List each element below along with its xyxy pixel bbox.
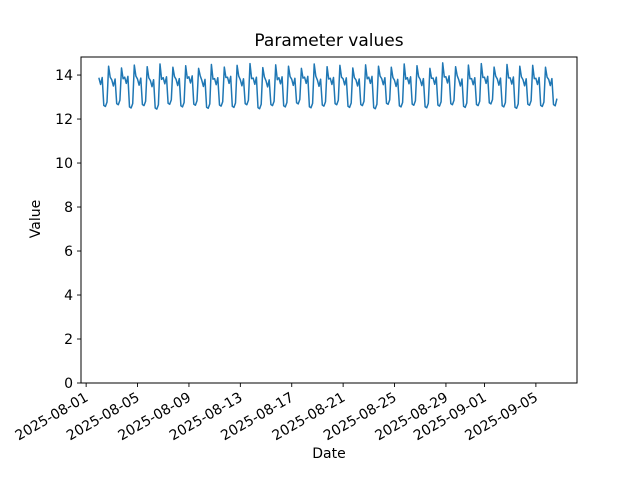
y-tick-label: 10 [55,156,73,172]
y-tick-label: 14 [55,68,73,84]
y-tick-label: 6 [64,244,73,260]
y-tick-label: 4 [64,288,73,304]
x-axis-label: Date [312,446,346,462]
y-tick-label: 8 [64,200,73,216]
y-tick-label: 0 [64,376,73,392]
y-tick-label: 12 [55,112,73,128]
chart-title: Parameter values [254,31,404,51]
y-tick-label: 2 [64,332,73,348]
y-axis-label: Value [28,199,44,239]
axes-spines [80,56,578,384]
series-line-parameter-values [98,62,558,110]
